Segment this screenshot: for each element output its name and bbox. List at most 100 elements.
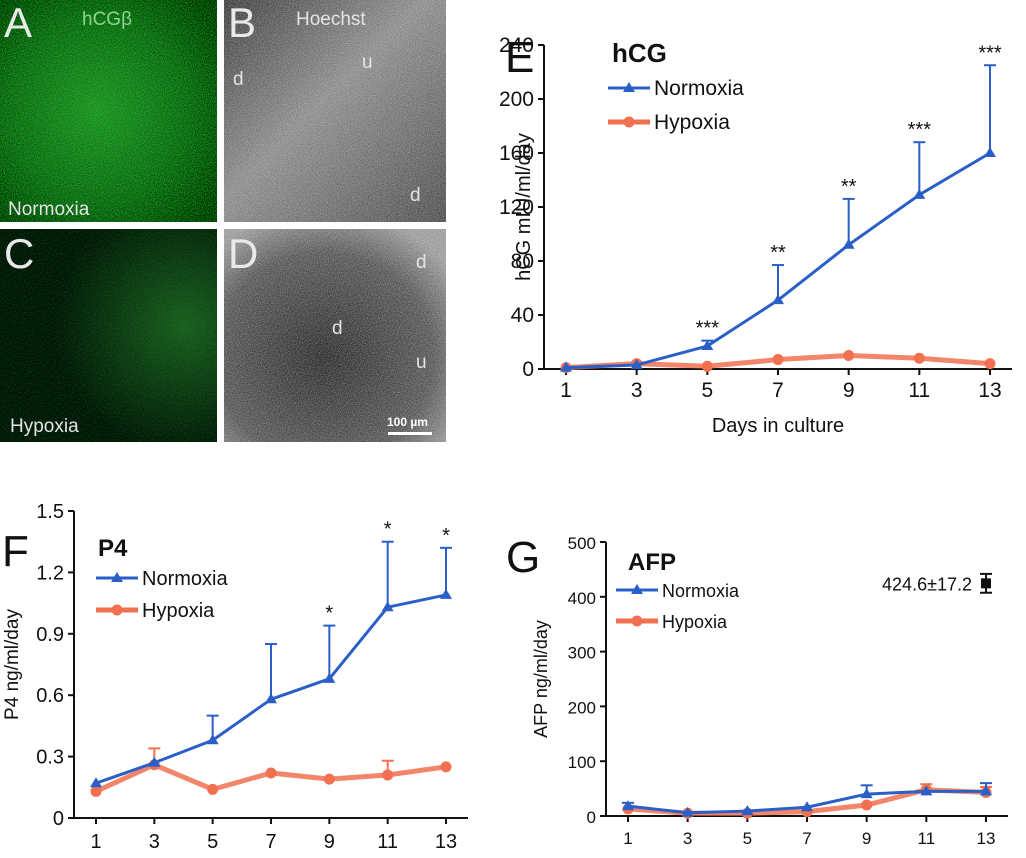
stain-label: Hoechst [296,9,366,30]
y-tick-label: 0.6 [36,685,64,707]
significance-mark: *** [978,42,1002,64]
y-tick-label: 240 [499,34,534,57]
region-mark: d [233,69,244,90]
panel-letter-c: C [4,230,35,277]
micrograph-b-texture [224,0,446,222]
y-axis-label: hCG mIU/ml/day [513,133,535,281]
y-tick-label: 0 [522,358,534,381]
data-point-hypoxia [265,767,277,779]
data-point-normoxia [860,788,873,799]
significance-mark: ** [841,176,857,198]
data-point-hypoxia [207,783,219,795]
y-tick-label: 0 [587,808,596,827]
legend-label: Hypoxia [662,612,728,632]
micrograph-d: D d d u 100 µm [224,229,446,442]
micrograph-c-texture [0,229,217,442]
data-point-normoxia [980,785,992,796]
data-point-normoxia [148,756,161,767]
data-point-hypoxia [861,799,873,811]
legend-marker [111,604,123,616]
x-tick-label: 13 [978,379,1001,402]
data-point-normoxia [741,805,754,816]
region-mark: d [332,318,343,339]
micrograph-a: A hCGβ Normoxia [0,0,217,222]
reference-label: 424.6±17.2 [882,574,972,594]
data-point-hypoxia [323,773,335,785]
x-axis-label: Days in culture [712,415,844,437]
region-mark: u [416,352,427,373]
legend-marker [623,82,635,92]
y-tick-label: 100 [568,753,596,772]
x-tick-label: 1 [90,831,101,853]
x-tick-label: 1 [560,379,572,402]
significance-mark: * [442,525,450,547]
chart-title: hCG [612,38,667,68]
data-point-normoxia [681,806,694,817]
x-tick-label: 11 [377,831,398,853]
data-point-hypoxia [440,761,452,773]
data-point-normoxia [920,785,933,796]
x-tick-label: 11 [908,379,930,402]
panel-letter-b: B [228,0,257,46]
data-point-normoxia [772,294,784,305]
data-point-hypoxia [701,360,713,372]
data-point-normoxia [842,238,855,249]
region-mark: u [362,52,373,73]
significance-mark: *** [908,119,932,141]
data-point-normoxia [90,777,102,788]
data-point-normoxia [984,147,996,157]
data-point-hypoxia [913,352,925,364]
legend-label: Normoxia [662,581,740,601]
data-point-hypoxia [843,350,855,361]
data-point-hypoxia [90,785,102,797]
x-tick-label: 1 [623,829,632,848]
significance-mark: ** [770,242,786,264]
condition-label: Normoxia [8,199,90,220]
legend-marker [623,116,635,128]
legend-label: Hypoxia [142,600,215,622]
y-tick-label: 0 [53,808,64,830]
micrograph-d-texture [224,229,446,442]
x-tick-label: 7 [772,379,784,402]
significance-mark: * [384,519,392,541]
y-axis-label: P4 ng/ml/day [2,609,23,720]
significance-mark: * [325,603,333,625]
panel-letter-a: A [4,0,33,46]
x-tick-label: 5 [207,831,218,853]
legend-label: Normoxia [654,77,744,100]
y-tick-label: 200 [568,698,596,717]
x-tick-label: 3 [149,831,160,853]
data-point-normoxia [630,358,643,369]
data-point-hypoxia [382,769,394,781]
y-tick-label: 1.2 [36,562,64,584]
y-tick-label: 40 [511,304,534,327]
x-tick-label: 3 [631,379,643,402]
chart-title: P4 [98,535,128,562]
scale-bar [388,432,432,435]
x-tick-label: 9 [324,831,335,853]
reference-point [981,578,991,589]
significance-mark: *** [696,318,720,340]
legend-label: Normoxia [142,568,228,590]
x-tick-label: 7 [802,829,811,848]
data-point-normoxia [913,188,926,199]
micrograph-b: B Hoechst d u d [224,0,446,222]
region-mark: d [410,185,421,206]
x-tick-label: 5 [701,379,713,402]
micrograph-c: C Hypoxia [0,229,217,442]
y-axis-label: AFP ng/ml/day [531,620,551,738]
data-point-hypoxia [772,354,784,366]
region-mark: d [416,252,427,273]
y-tick-label: 80 [511,250,534,273]
data-point-normoxia [701,340,714,351]
panel-letter: F [2,527,29,576]
panel-letter: G [506,533,540,582]
legend-marker [631,615,643,627]
legend-marker [631,584,643,594]
data-point-normoxia [440,588,452,599]
x-tick-label: 13 [977,829,996,848]
y-tick-label: 500 [568,534,596,553]
